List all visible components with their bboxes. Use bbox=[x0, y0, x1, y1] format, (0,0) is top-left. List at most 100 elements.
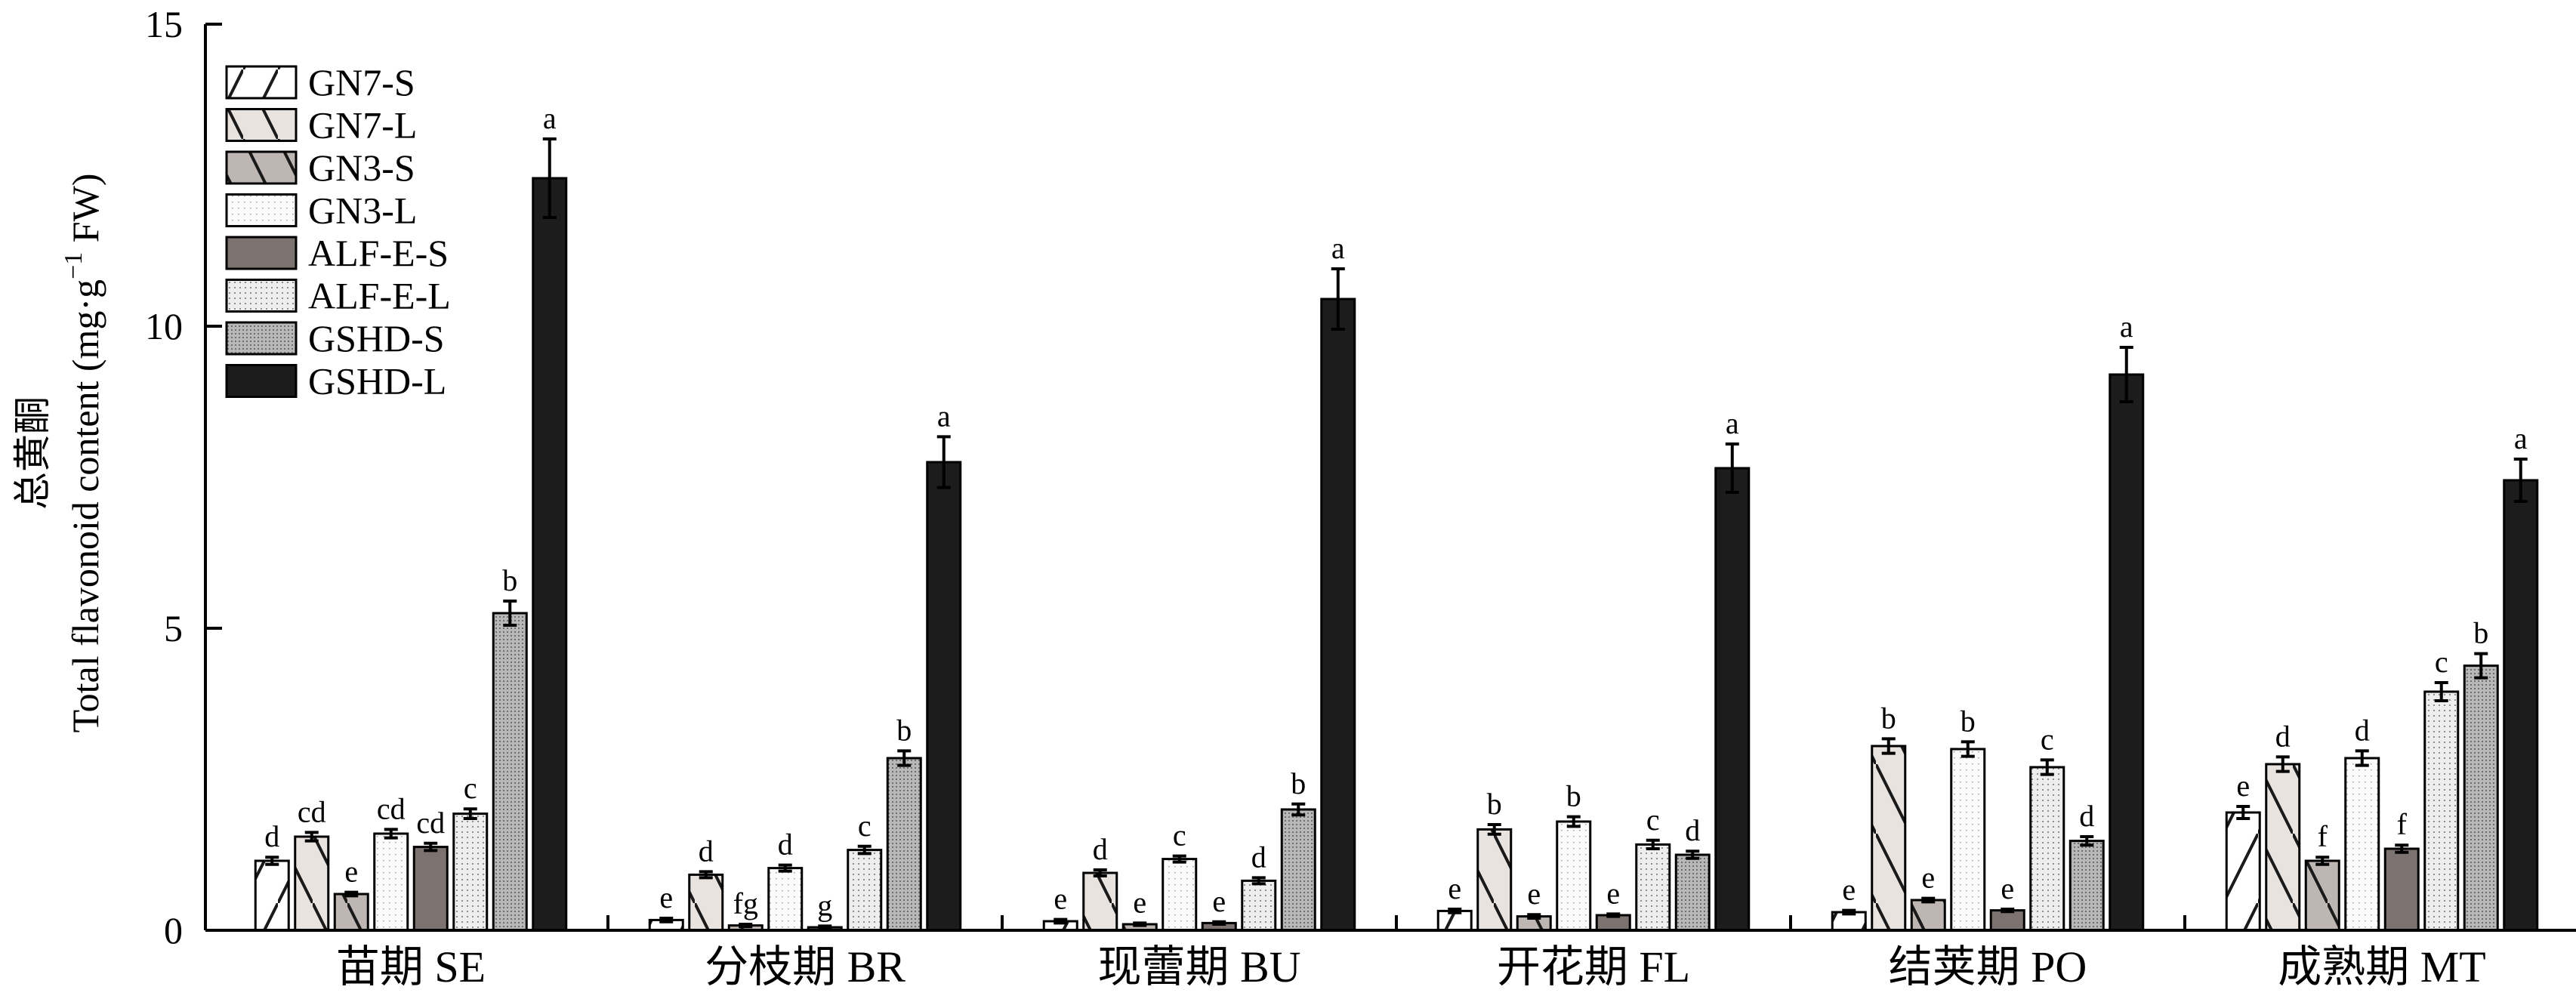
y-axis-label-en: Total flavonoid content (mg·g−1 FW) bbox=[60, 174, 106, 733]
y-axis-label-en-main: Total flavonoid content (mg·g bbox=[64, 279, 106, 733]
bar bbox=[1871, 745, 1907, 932]
legend-label: GSHD-S bbox=[308, 317, 445, 359]
x-category-label: 结荚期 PO bbox=[1889, 942, 2087, 991]
significance-letter: b bbox=[1291, 766, 1306, 800]
y-axis-label-cn: 总黄酮 bbox=[11, 396, 54, 510]
legend-swatch bbox=[225, 236, 298, 270]
bar bbox=[532, 177, 568, 932]
bar bbox=[254, 859, 290, 932]
significance-letter: e bbox=[1133, 885, 1146, 919]
significance-letter: d bbox=[264, 819, 279, 853]
significance-letter: c bbox=[1173, 819, 1186, 853]
legend-swatch bbox=[225, 193, 298, 227]
significance-letter: d bbox=[1685, 813, 1700, 847]
bar bbox=[1714, 467, 1751, 932]
bar bbox=[2503, 479, 2539, 932]
bar bbox=[1241, 879, 1277, 932]
y-tick-label: 0 bbox=[164, 909, 183, 951]
bar bbox=[1280, 808, 1316, 932]
y-axis-ticks: 0 5 10 15 bbox=[145, 3, 222, 951]
bar bbox=[1674, 853, 1711, 932]
bar bbox=[1989, 909, 2025, 932]
significance-letter: b bbox=[1881, 701, 1896, 735]
legend-label: ALF-E-L bbox=[308, 275, 451, 317]
bar bbox=[2344, 757, 2380, 932]
bar bbox=[2383, 847, 2420, 932]
significance-letter: a bbox=[937, 399, 951, 433]
y-tick-label: 5 bbox=[164, 607, 183, 649]
bar bbox=[333, 893, 369, 932]
legend-label: GN7-L bbox=[308, 104, 417, 146]
bar bbox=[2463, 664, 2499, 932]
significance-letter: e bbox=[2001, 871, 2014, 905]
x-axis-ticks: 苗期 SE 分枝期 BR 现蕾期 BU 开花期 FL 结荚期 PO 成熟期 MT bbox=[336, 915, 2486, 991]
bar bbox=[1476, 828, 1513, 932]
significance-letter: b bbox=[1566, 779, 1581, 813]
significance-letter: a bbox=[1726, 406, 1739, 440]
legend-swatch bbox=[225, 108, 298, 142]
x-category-label: 苗期 SE bbox=[336, 942, 486, 991]
y-axis-label-en-sup: −1 bbox=[60, 252, 88, 279]
bar bbox=[1082, 871, 1118, 932]
legend-swatch bbox=[225, 364, 298, 398]
significance-letter: a bbox=[1331, 231, 1345, 265]
significance-letter: e bbox=[1842, 873, 1856, 907]
bar bbox=[767, 867, 804, 932]
significance-letter: d bbox=[1093, 832, 1108, 866]
y-axis-label: 总黄酮 Total flavonoid content (mg·g−1 FW) bbox=[11, 174, 106, 733]
significance-letter: g bbox=[817, 888, 832, 922]
bar bbox=[1950, 748, 1986, 932]
legend-label: GSHD-L bbox=[308, 360, 446, 402]
legend-swatch bbox=[225, 150, 298, 185]
significance-letter: e bbox=[659, 880, 673, 914]
bar bbox=[452, 812, 489, 932]
significance-letter: d bbox=[1251, 840, 1266, 874]
bar bbox=[886, 757, 922, 932]
bar bbox=[2069, 840, 2105, 932]
significance-letter: e bbox=[1921, 861, 1935, 895]
x-category-label: 开花期 FL bbox=[1497, 942, 1690, 991]
bar bbox=[294, 835, 330, 932]
legend-swatch bbox=[225, 65, 298, 100]
bar bbox=[2304, 859, 2340, 932]
legend-label: GN3-L bbox=[308, 190, 417, 232]
bar bbox=[1635, 843, 1671, 932]
bar bbox=[2225, 811, 2261, 932]
bar bbox=[2109, 373, 2145, 932]
significance-letter: c bbox=[464, 771, 477, 805]
x-category-label: 成熟期 MT bbox=[2278, 942, 2486, 991]
bar bbox=[2265, 763, 2301, 932]
significance-letter: f bbox=[2397, 807, 2408, 841]
x-category-label: 分枝期 BR bbox=[705, 942, 905, 991]
significance-letter: c bbox=[2435, 645, 2448, 679]
significance-letter: f bbox=[2318, 819, 2328, 853]
significance-letter: c bbox=[858, 809, 872, 843]
bar bbox=[1910, 899, 1946, 932]
significance-letter: d bbox=[2079, 799, 2094, 833]
legend: GN7-SGN7-LGN3-SGN3-LALF-E-SALF-E-LGSHD-S… bbox=[225, 61, 451, 402]
significance-letter: c bbox=[1646, 803, 1660, 837]
bar bbox=[1556, 820, 1592, 932]
bar bbox=[412, 846, 449, 932]
significance-letter: cd bbox=[298, 794, 326, 828]
significance-letter: b bbox=[1961, 704, 1976, 738]
significance-letter: b bbox=[1487, 787, 1502, 821]
significance-letter: a bbox=[2120, 310, 2133, 344]
significance-letter: cd bbox=[377, 791, 406, 825]
significance-letter: fg bbox=[733, 886, 758, 920]
bar bbox=[2423, 690, 2460, 932]
legend-label: ALF-E-S bbox=[308, 232, 449, 274]
significance-letter: e bbox=[1054, 882, 1067, 916]
significance-letter: b bbox=[896, 713, 912, 747]
y-tick-label: 15 bbox=[145, 3, 183, 45]
y-axis-label-en-tail: FW) bbox=[64, 174, 106, 252]
bar bbox=[1162, 858, 1198, 932]
bar bbox=[1320, 298, 1356, 932]
bar bbox=[847, 849, 883, 932]
significance-letter: a bbox=[543, 101, 557, 135]
significance-letter: e bbox=[1212, 884, 1226, 918]
bar bbox=[688, 873, 724, 932]
significance-letter: e bbox=[1448, 871, 1461, 905]
